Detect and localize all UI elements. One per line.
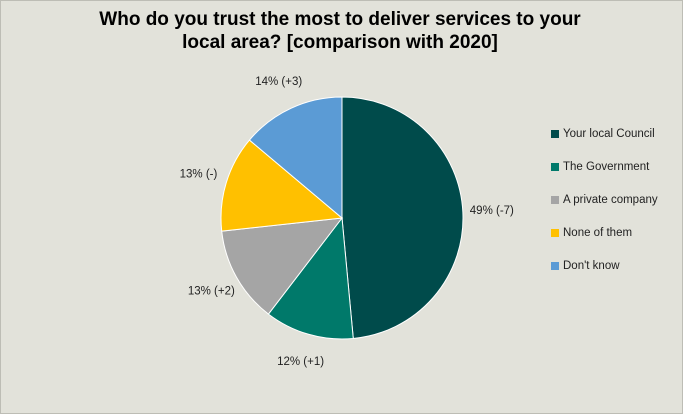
pie-slice [248,96,343,220]
data-label: 13% (+2) [188,286,235,298]
chart-title: Who do you trust the most to deliver ser… [99,9,581,53]
data-label: 13% (-) [180,168,218,180]
data-label: 14% (+3) [255,76,302,88]
data-label: 49% (-7) [470,205,514,217]
legend-label: Your local Council [563,128,655,140]
pie-slice [220,139,344,232]
legend-label: The Government [563,161,650,173]
pie-slice [267,216,354,340]
legend-swatch [551,163,559,171]
pie-slice [341,96,464,340]
legend-swatch [551,130,559,138]
legend-label: None of them [563,227,632,239]
legend-swatch [551,262,559,270]
legend-swatch [551,229,559,237]
pie-slice [221,217,344,315]
legend-swatch [551,196,559,204]
data-label: 12% (+1) [277,356,324,368]
legend-label: Don't know [563,260,620,272]
legend-label: A private company [563,194,658,206]
